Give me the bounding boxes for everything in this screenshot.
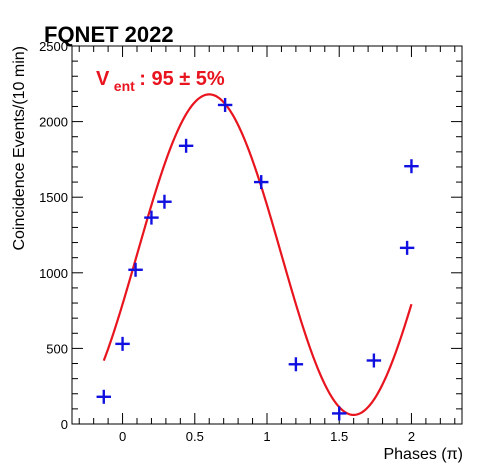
annotation-value: : 95 ± 5% — [139, 68, 225, 90]
y-tick-label: 2000 — [39, 115, 68, 130]
data-point — [96, 389, 111, 404]
y-tick-label: 500 — [46, 341, 68, 356]
x-tick-label: 0 — [119, 429, 126, 444]
y-tick-label: 1500 — [39, 190, 68, 205]
y-tick-label: 1000 — [39, 266, 68, 281]
y-tick-label: 2500 — [39, 39, 68, 54]
x-tick-label: 1 — [263, 429, 270, 444]
data-point — [217, 97, 233, 112]
annotation-symbol: V — [96, 68, 110, 90]
data-point — [254, 175, 269, 190]
x-tick-label: 1.5 — [330, 429, 348, 444]
data-point — [332, 406, 347, 421]
data-point — [366, 353, 382, 368]
data-point — [404, 159, 419, 174]
plot-frame — [71, 45, 463, 425]
data-point — [157, 194, 172, 209]
tick-labels: 0 0.5 1 1.5 2 0 500 1000 1500 2000 2500 — [39, 39, 415, 444]
data-point — [288, 357, 304, 372]
y-tick-label: 0 — [61, 417, 68, 432]
data-points — [96, 97, 419, 421]
y-axis-label: Coincidence Events/(10 min) — [11, 46, 28, 251]
axis-ticks — [72, 45, 462, 425]
data-point — [178, 138, 194, 153]
data-point — [115, 336, 130, 351]
x-tick-label: 0.5 — [186, 429, 204, 444]
data-point — [144, 210, 159, 225]
fit-curve — [102, 93, 413, 417]
annotation: V ent : 95 ± 5% — [96, 68, 225, 95]
data-point — [399, 240, 415, 255]
annotation-subscript: ent — [114, 78, 135, 94]
data-point — [128, 262, 143, 277]
x-tick-label: 2 — [408, 429, 415, 444]
chart-title: FQNET 2022 — [44, 22, 174, 47]
x-axis-label: Phases (π) — [383, 446, 463, 463]
